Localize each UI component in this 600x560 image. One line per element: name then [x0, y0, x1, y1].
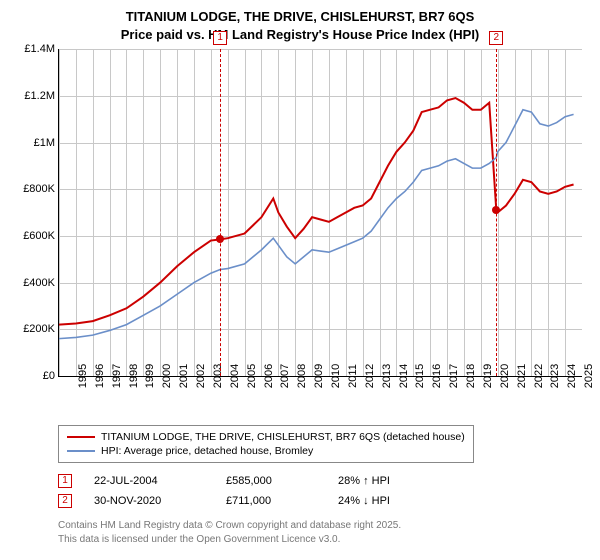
y-axis-label: £0	[43, 370, 59, 382]
legend-label-property: TITANIUM LODGE, THE DRIVE, CHISLEHURST, …	[101, 431, 465, 443]
y-axis-label: £200K	[23, 323, 59, 335]
legend-swatch-hpi	[67, 450, 95, 453]
y-axis-label: £1.4M	[24, 43, 59, 55]
legend-swatch-property	[67, 436, 95, 439]
transaction-table: 1 22-JUL-2004 £585,000 28% ↑ HPI 2 30-NO…	[58, 471, 588, 511]
transaction-row: 2 30-NOV-2020 £711,000 24% ↓ HPI	[58, 491, 588, 511]
transaction-price: £585,000	[226, 475, 316, 487]
marker-line	[220, 49, 221, 376]
chart-area: £0£200K£400K£600K£800K£1M£1.2M£1.4M19951…	[58, 49, 582, 419]
y-axis-label: £1M	[34, 137, 59, 149]
y-axis-label: £600K	[23, 230, 59, 242]
y-axis-label: £800K	[23, 183, 59, 195]
transaction-marker-2: 2	[58, 494, 72, 508]
legend-item-property: TITANIUM LODGE, THE DRIVE, CHISLEHURST, …	[67, 430, 465, 444]
transaction-row: 1 22-JUL-2004 £585,000 28% ↑ HPI	[58, 471, 588, 491]
chart-container: TITANIUM LODGE, THE DRIVE, CHISLEHURST, …	[0, 0, 600, 552]
transaction-date: 22-JUL-2004	[94, 475, 204, 487]
transaction-marker-1: 1	[58, 474, 72, 488]
y-axis-label: £400K	[23, 277, 59, 289]
marker-dot	[216, 235, 224, 243]
y-axis-label: £1.2M	[24, 90, 59, 102]
transaction-date: 30-NOV-2020	[94, 495, 204, 507]
footer-attribution: Contains HM Land Registry data © Crown c…	[58, 519, 588, 546]
legend-label-hpi: HPI: Average price, detached house, Brom…	[101, 445, 313, 457]
footer-line-1: Contains HM Land Registry data © Crown c…	[58, 519, 588, 533]
marker-box: 2	[489, 31, 503, 45]
title-line-1: TITANIUM LODGE, THE DRIVE, CHISLEHURST, …	[12, 8, 588, 26]
marker-box: 1	[213, 31, 227, 45]
transaction-delta: 24% ↓ HPI	[338, 495, 390, 507]
line-layer	[59, 49, 582, 376]
marker-dot	[492, 206, 500, 214]
footer-line-2: This data is licensed under the Open Gov…	[58, 533, 588, 547]
plot-region: £0£200K£400K£600K£800K£1M£1.2M£1.4M19951…	[58, 49, 582, 377]
legend-item-hpi: HPI: Average price, detached house, Brom…	[67, 444, 465, 458]
transaction-price: £711,000	[226, 495, 316, 507]
legend: TITANIUM LODGE, THE DRIVE, CHISLEHURST, …	[58, 425, 474, 463]
transaction-delta: 28% ↑ HPI	[338, 475, 390, 487]
